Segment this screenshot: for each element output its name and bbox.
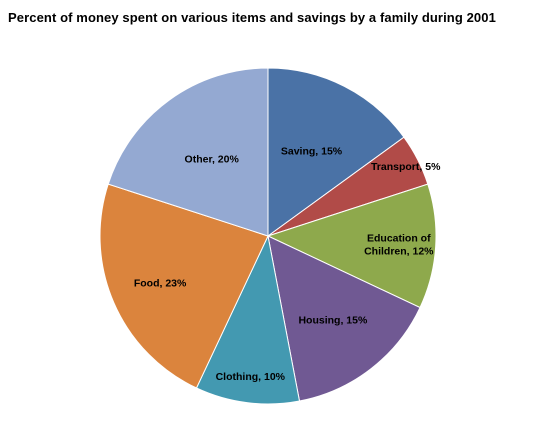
slice-label-transport: Transport, 5% <box>371 161 441 173</box>
pie-slice-other <box>107 67 269 237</box>
pie-slice-food <box>99 183 269 389</box>
pie-slice-saving <box>267 67 405 237</box>
pie-slice-education-of-children <box>266 183 437 309</box>
pie-slice-housing <box>267 235 421 402</box>
chart-title: Percent of money spent on various items … <box>8 10 496 25</box>
pie-slice-clothing <box>195 234 301 405</box>
slice-label-food: Food, 23% <box>134 278 187 290</box>
slice-label-clothing: Clothing, 10% <box>216 371 286 383</box>
slice-label-education-of-children: Education of Children, 12% <box>364 233 434 258</box>
slice-label-housing: Housing, 15% <box>298 315 368 327</box>
slice-label-saving: Saving, 15% <box>281 146 343 158</box>
labels-group: Saving, 15% Transport, 5% Education of Chil… <box>134 146 441 383</box>
slice-label-other: Other, 20% <box>185 154 240 166</box>
slices-group <box>99 67 437 405</box>
